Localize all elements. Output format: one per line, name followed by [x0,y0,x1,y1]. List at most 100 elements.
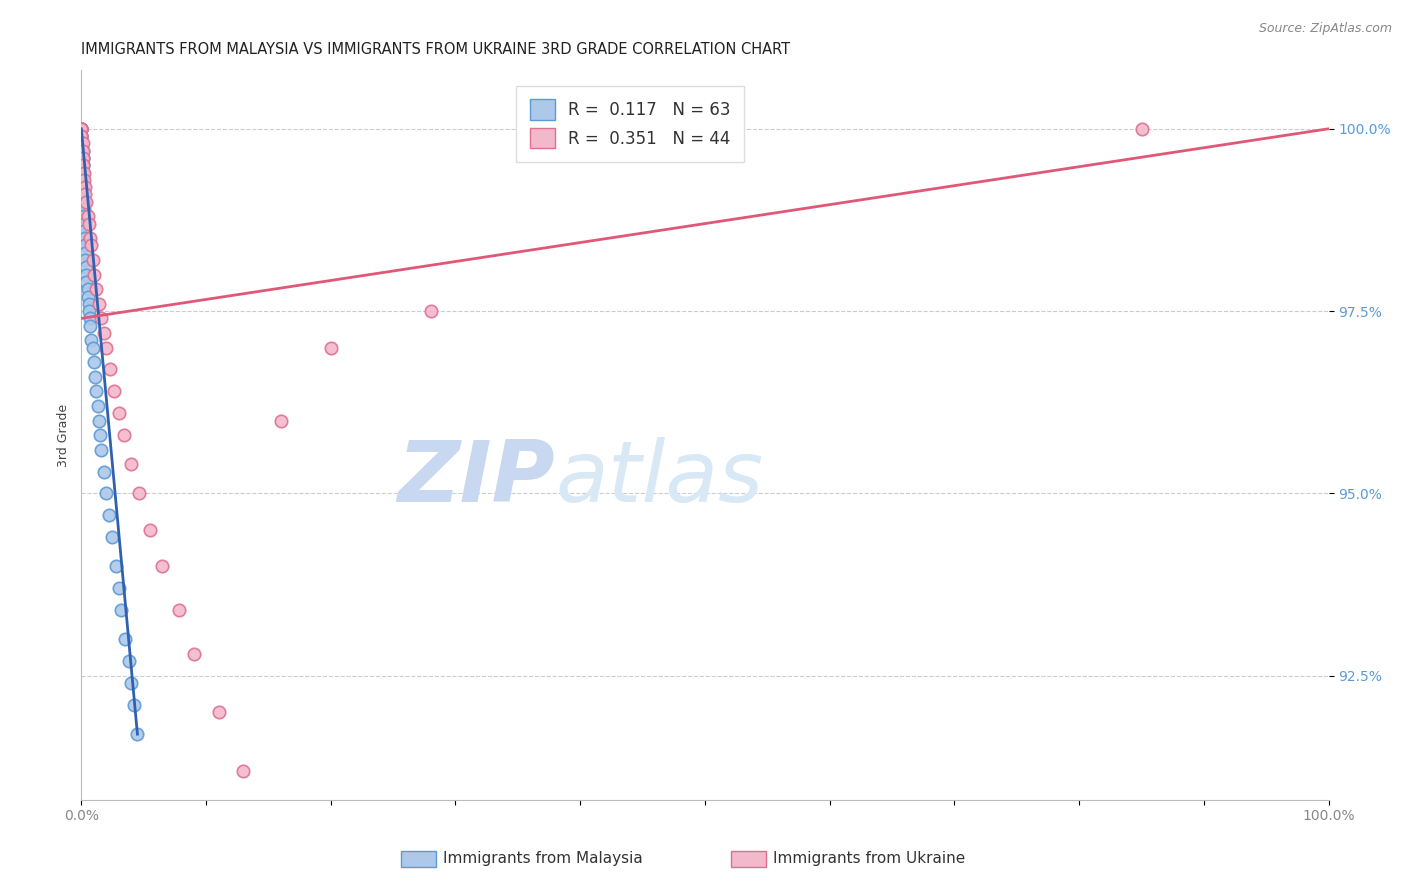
Point [72,151,94,165]
Point [84,369,107,384]
Point [82,253,104,268]
Point [90,442,112,457]
Point [70,129,93,144]
Point [90,311,112,326]
Point [75,260,97,275]
Point [89,428,111,442]
Point [72,165,94,179]
Point [72,158,94,172]
Point [73,245,96,260]
Point [70,121,93,136]
Point [419,304,441,318]
Point [72,151,94,165]
Point [110,603,132,617]
Point [112,428,135,442]
Text: IMMIGRANTS FROM MALAYSIA VS IMMIGRANTS FROM UKRAINE 3RD GRADE CORRELATION CHART: IMMIGRANTS FROM MALAYSIA VS IMMIGRANTS F… [82,42,790,57]
Point [167,603,190,617]
Point [105,559,128,574]
Point [97,508,120,523]
Point [120,457,142,471]
Point [80,333,103,347]
Point [150,559,173,574]
Point [101,530,124,544]
Point [70,121,93,136]
Point [73,180,96,194]
Point [87,297,110,311]
Point [114,632,136,647]
Point [70,129,93,144]
Point [270,413,292,427]
Point [70,121,93,136]
Point [84,384,107,399]
Point [73,209,96,223]
Point [70,121,93,136]
Point [73,224,96,238]
Legend: R =  0.117   N = 63, R =  0.351   N = 44: R = 0.117 N = 63, R = 0.351 N = 44 [516,86,744,161]
Point [98,362,121,376]
Point [79,231,101,245]
Point [70,121,93,136]
Point [72,158,94,172]
Point [122,698,145,712]
Point [87,413,110,427]
Point [107,406,129,420]
Point [75,275,97,289]
Point [75,194,97,209]
Point [118,654,141,668]
Text: Immigrants from Ukraine: Immigrants from Ukraine [773,852,966,866]
Point [84,282,107,296]
Point [76,209,98,223]
Point [86,399,108,413]
Point [70,121,93,136]
Point [70,136,93,151]
Point [93,326,115,340]
Point [79,311,101,326]
Point [70,136,93,151]
Point [70,121,93,136]
Point [93,465,115,479]
Point [107,581,129,595]
Point [72,173,94,187]
Point [73,202,96,216]
Point [79,318,101,333]
Point [75,268,97,282]
Point [80,238,103,252]
Point [72,194,94,209]
Point [70,144,93,158]
Point [128,486,150,500]
Point [73,165,96,179]
Point [72,136,94,151]
Point [70,121,93,136]
Point [139,523,162,537]
Point [72,158,94,172]
Point [77,217,100,231]
Point [72,173,94,187]
Point [183,647,205,661]
Point [127,727,149,741]
Point [76,282,98,296]
Point [70,129,93,144]
Point [70,144,93,158]
Point [96,341,118,355]
Point [72,151,94,165]
Point [82,341,104,355]
Point [77,297,100,311]
Text: Source: ZipAtlas.com: Source: ZipAtlas.com [1258,22,1392,36]
Point [103,384,125,399]
Point [76,289,98,303]
Point [83,268,105,282]
Point [72,180,94,194]
Y-axis label: 3rd Grade: 3rd Grade [58,403,70,467]
Point [72,144,94,158]
Text: Immigrants from Malaysia: Immigrants from Malaysia [443,852,643,866]
Point [72,144,94,158]
Text: atlas: atlas [555,437,763,520]
Point [73,194,96,209]
Point [73,173,96,187]
Point [319,341,342,355]
Point [70,121,93,136]
Point [73,217,96,231]
Text: ZIP: ZIP [398,437,555,520]
Point [72,187,94,202]
Point [207,705,229,719]
